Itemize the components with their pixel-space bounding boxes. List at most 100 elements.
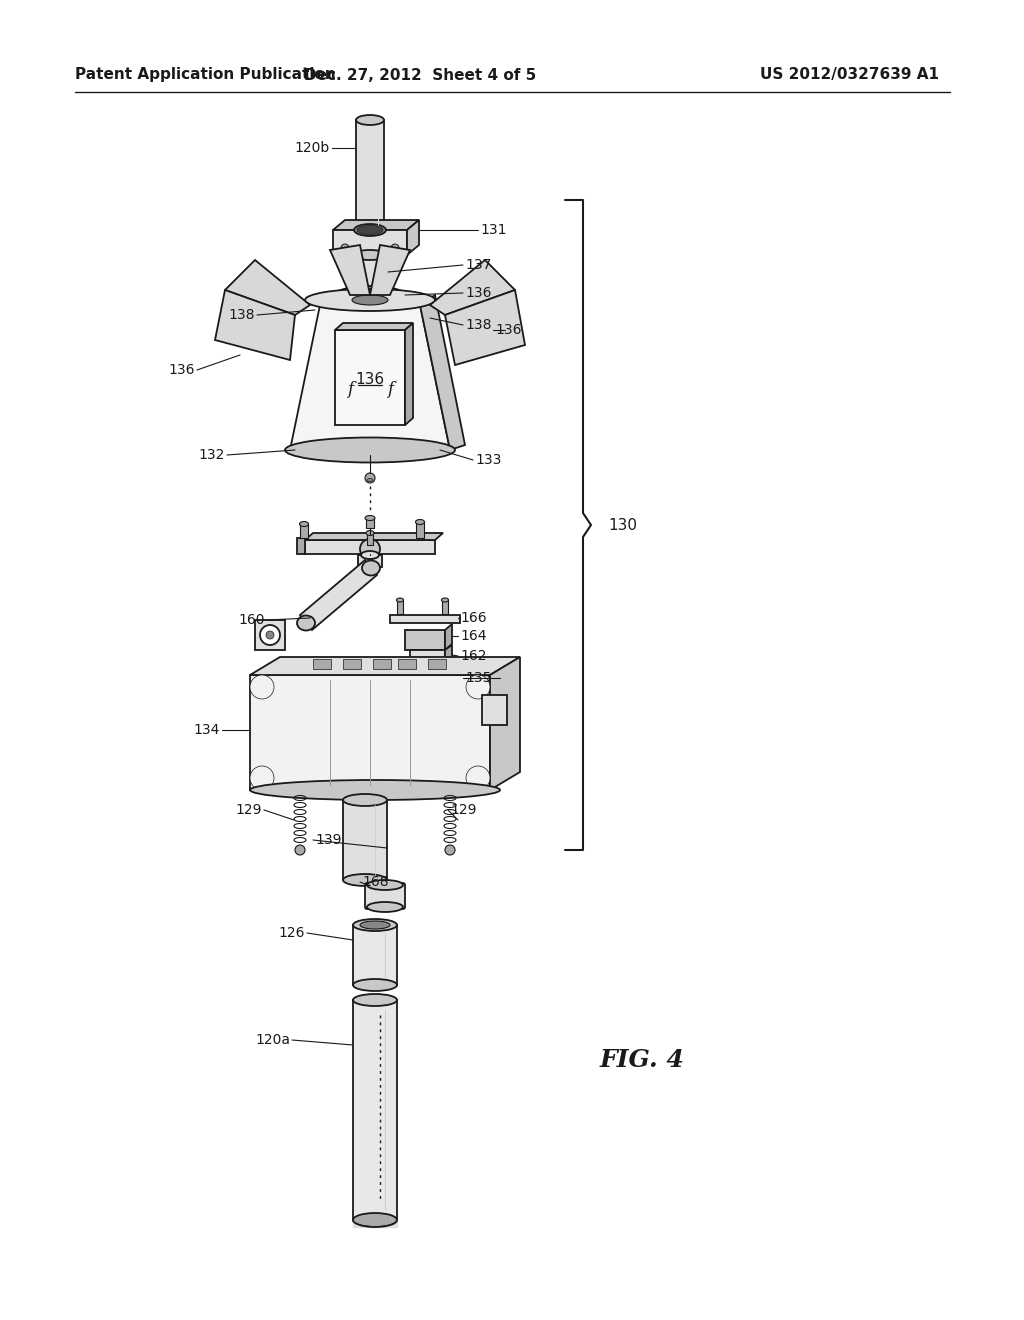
FancyBboxPatch shape — [255, 620, 285, 649]
Circle shape — [260, 624, 280, 645]
Circle shape — [466, 766, 490, 789]
Text: US 2012/0327639 A1: US 2012/0327639 A1 — [760, 67, 939, 82]
Polygon shape — [330, 246, 370, 294]
FancyBboxPatch shape — [366, 517, 374, 528]
Polygon shape — [305, 533, 443, 540]
Ellipse shape — [352, 290, 388, 300]
Polygon shape — [407, 220, 419, 255]
Ellipse shape — [250, 780, 500, 800]
Ellipse shape — [365, 516, 375, 520]
Text: 129: 129 — [450, 803, 476, 817]
Text: 160: 160 — [239, 612, 265, 627]
Polygon shape — [225, 260, 310, 315]
FancyBboxPatch shape — [365, 883, 406, 909]
Ellipse shape — [361, 550, 379, 558]
Text: f: f — [387, 381, 393, 399]
Text: 139: 139 — [315, 833, 341, 847]
Text: 135: 135 — [465, 671, 492, 685]
Ellipse shape — [360, 921, 390, 929]
Polygon shape — [490, 657, 520, 789]
Ellipse shape — [367, 902, 403, 912]
Text: 120a: 120a — [255, 1034, 290, 1047]
FancyBboxPatch shape — [398, 659, 416, 669]
Ellipse shape — [416, 520, 425, 524]
Ellipse shape — [297, 615, 315, 631]
Polygon shape — [333, 220, 419, 230]
Text: 134: 134 — [194, 723, 220, 737]
FancyBboxPatch shape — [406, 630, 445, 649]
FancyBboxPatch shape — [343, 659, 361, 669]
Text: 130: 130 — [608, 517, 637, 532]
FancyBboxPatch shape — [397, 601, 403, 614]
Text: 164: 164 — [460, 630, 486, 643]
FancyBboxPatch shape — [313, 659, 331, 669]
Circle shape — [295, 845, 305, 855]
Text: 138: 138 — [465, 318, 492, 333]
Ellipse shape — [367, 479, 373, 482]
Text: 138: 138 — [228, 308, 255, 322]
Text: 133: 133 — [475, 453, 502, 467]
Ellipse shape — [353, 994, 397, 1006]
FancyBboxPatch shape — [367, 533, 373, 545]
Ellipse shape — [362, 561, 380, 576]
FancyBboxPatch shape — [353, 925, 397, 985]
Text: Patent Application Publication: Patent Application Publication — [75, 67, 336, 82]
Circle shape — [466, 675, 490, 700]
FancyBboxPatch shape — [356, 120, 384, 230]
FancyBboxPatch shape — [373, 659, 391, 669]
Ellipse shape — [356, 224, 384, 235]
Circle shape — [391, 244, 399, 252]
Text: 166: 166 — [460, 611, 486, 624]
Circle shape — [266, 631, 274, 639]
FancyBboxPatch shape — [390, 615, 460, 623]
Text: 120b: 120b — [295, 141, 330, 154]
Text: 132: 132 — [199, 447, 225, 462]
Text: Dec. 27, 2012  Sheet 4 of 5: Dec. 27, 2012 Sheet 4 of 5 — [304, 67, 537, 82]
Ellipse shape — [354, 224, 386, 236]
Ellipse shape — [352, 294, 388, 305]
Text: f: f — [347, 381, 353, 399]
Ellipse shape — [353, 1213, 397, 1228]
FancyBboxPatch shape — [297, 539, 305, 554]
Polygon shape — [445, 624, 452, 649]
FancyBboxPatch shape — [482, 696, 507, 725]
Polygon shape — [430, 260, 515, 315]
Ellipse shape — [353, 919, 397, 931]
FancyBboxPatch shape — [352, 255, 388, 294]
Text: 168: 168 — [362, 875, 389, 888]
Text: 126: 126 — [279, 927, 305, 940]
FancyBboxPatch shape — [416, 521, 424, 539]
Ellipse shape — [352, 290, 388, 300]
Polygon shape — [250, 675, 490, 789]
Polygon shape — [215, 290, 295, 360]
Ellipse shape — [335, 286, 406, 304]
Ellipse shape — [356, 115, 384, 125]
Ellipse shape — [357, 226, 383, 235]
Circle shape — [250, 766, 274, 789]
Polygon shape — [335, 323, 413, 330]
FancyBboxPatch shape — [305, 540, 435, 554]
Ellipse shape — [305, 289, 435, 312]
Polygon shape — [290, 305, 450, 450]
Ellipse shape — [367, 880, 403, 890]
Ellipse shape — [343, 795, 387, 807]
FancyBboxPatch shape — [358, 554, 382, 568]
Text: 136: 136 — [355, 372, 385, 388]
FancyBboxPatch shape — [353, 1001, 397, 1220]
Polygon shape — [420, 294, 465, 450]
Ellipse shape — [396, 598, 403, 602]
Polygon shape — [250, 657, 520, 675]
Polygon shape — [406, 323, 413, 425]
Text: 131: 131 — [480, 223, 507, 238]
FancyBboxPatch shape — [428, 659, 446, 669]
Circle shape — [360, 539, 380, 558]
Ellipse shape — [353, 979, 397, 991]
Polygon shape — [445, 290, 525, 366]
Ellipse shape — [352, 249, 388, 260]
Text: FIG. 4: FIG. 4 — [600, 1048, 685, 1072]
Circle shape — [445, 845, 455, 855]
Circle shape — [250, 675, 274, 700]
Polygon shape — [445, 645, 452, 668]
Ellipse shape — [441, 598, 449, 602]
Text: 136: 136 — [495, 323, 521, 337]
